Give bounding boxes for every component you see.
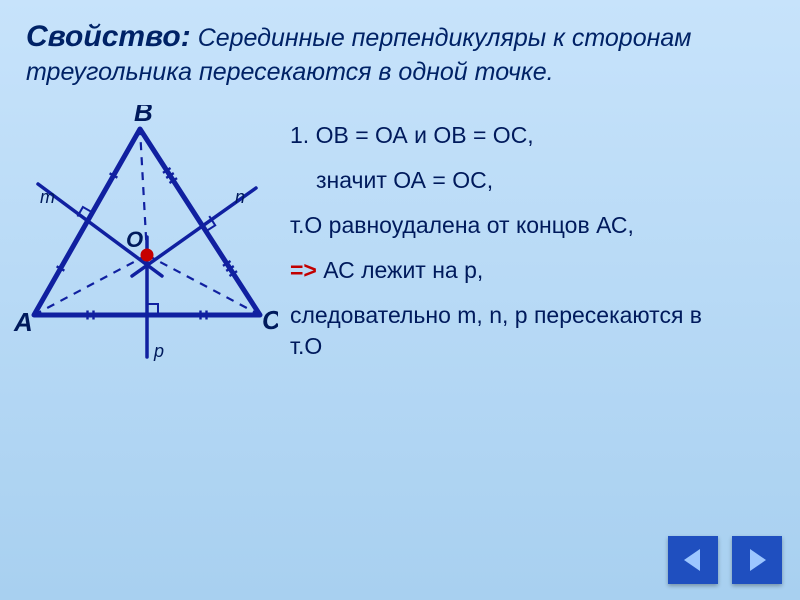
title-lead: Свойство: — [26, 20, 191, 53]
slide-title: Свойство: Серединные перпендикуляры к ст… — [26, 18, 780, 88]
step-2: т.О равноудалена от концов АС, — [290, 210, 780, 241]
geometry-diagram: А В Сm n p О — [10, 105, 278, 365]
svg-text:С: С — [262, 305, 278, 335]
prev-button[interactable] — [668, 536, 718, 584]
svg-text:В: В — [134, 105, 153, 127]
nav-buttons — [668, 536, 782, 584]
next-button[interactable] — [732, 536, 782, 584]
svg-text:О: О — [126, 227, 143, 252]
step-3: => АС лежит на р, — [290, 255, 780, 286]
svg-text:n: n — [235, 187, 245, 207]
svg-text:p: p — [153, 341, 164, 361]
svg-text:А: А — [13, 307, 33, 337]
step-1a: 1. ОВ = ОА и ОВ = ОС, — [290, 120, 780, 151]
step-3-rest: АС лежит на р, — [317, 257, 483, 283]
implies-arrow: => — [290, 257, 317, 283]
svg-text:m: m — [40, 187, 55, 207]
step-1b: значит ОА = ОС, — [316, 165, 780, 196]
proof-steps: 1. ОВ = ОА и ОВ = ОС, значит ОА = ОС, т.… — [290, 120, 780, 376]
step-4: следовательно m, n, p пересекаются в т.О — [290, 300, 720, 362]
next-icon — [742, 545, 772, 575]
slide-root: Свойство: Серединные перпендикуляры к ст… — [0, 0, 800, 600]
triangle-svg: А В Сm n p О — [10, 105, 278, 365]
prev-icon — [678, 545, 708, 575]
